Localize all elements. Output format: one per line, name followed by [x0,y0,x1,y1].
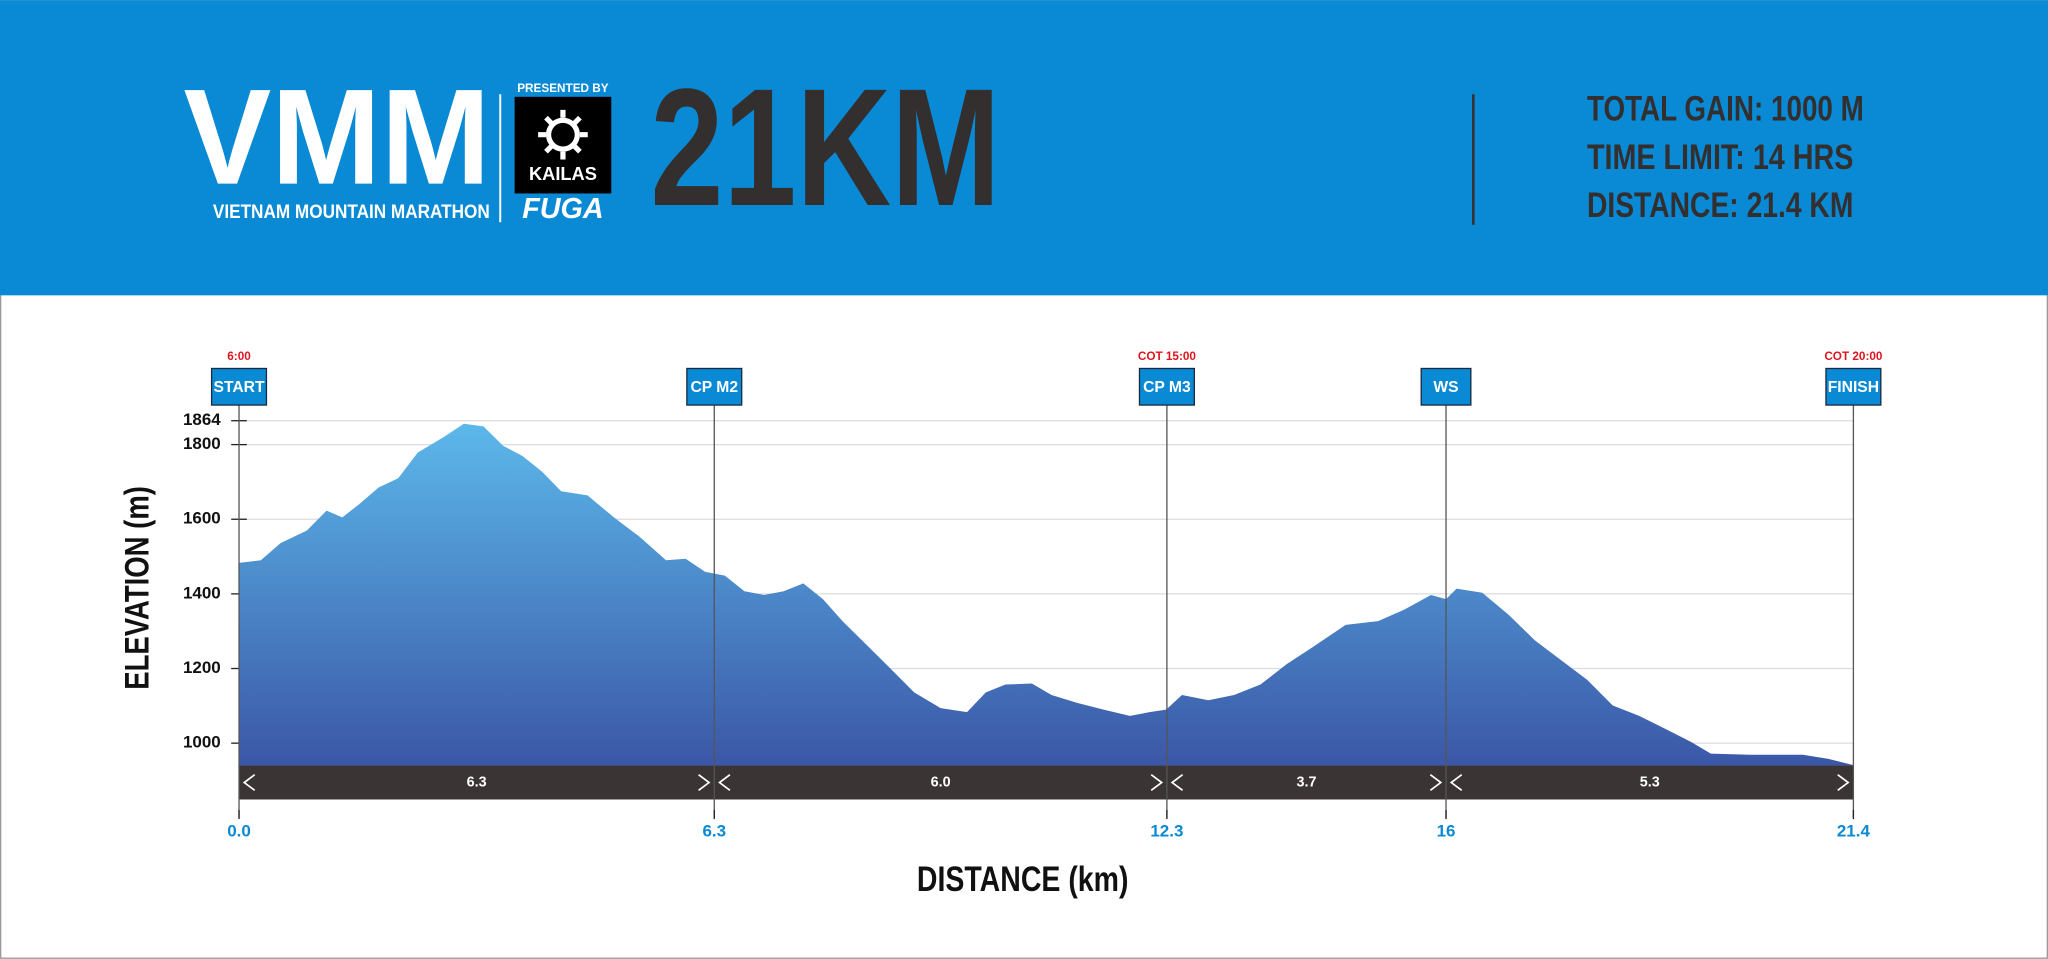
arrow [718,774,731,792]
sponsor-brand: FUGA [522,193,603,225]
arrow [1170,774,1184,792]
y-axis-title: ELEVATION (m) [119,486,157,690]
y-tick-label: 1400 [183,583,221,602]
segment-label: 3.7 [1296,774,1316,790]
stat: DISTANCE: 21.4 KM [1587,186,1853,225]
header-band [0,0,2048,296]
x-tick-label: 21.4 [1837,822,1871,841]
x-axis-title: DISTANCE (km) [917,860,1129,899]
arrow [1837,774,1850,792]
sponsor-icon [538,109,588,160]
cutoff-label: 6:00 [227,350,251,363]
stat: TIME LIMIT: 14 HRS [1587,138,1853,177]
checkpoint-box [686,367,743,406]
checkpoint-label: WS [1433,379,1458,396]
checkpoint-box [1420,367,1472,406]
x-tick-label: 12.3 [1150,822,1183,841]
checkpoint-label: START [214,379,265,396]
race-title: 21KM [650,55,1000,241]
checkpoint-box [1825,367,1882,406]
segment-band [239,765,1854,800]
presented-by: PRESENTED BY [517,82,609,95]
segment-label: 5.3 [1640,774,1660,790]
arrow [242,774,256,792]
x-tick-label: 16 [1437,822,1456,841]
sponsor-name: KAILAS [529,163,597,184]
checkpoint-label: CP M3 [1143,379,1191,396]
stat: TOTAL GAIN: 1000 M [1587,89,1864,128]
y-tick-label: 1800 [183,434,221,453]
arrow [698,774,711,792]
y-tick-label: 1200 [183,658,221,677]
elevation-area [239,423,1854,766]
arrow [1150,774,1164,792]
segment-label: 6.3 [467,774,487,790]
logo-subtitle: VIETNAM MOUNTAIN MARATHON [213,201,490,223]
x-tick-label: 6.3 [702,822,726,841]
y-tick-label: 1864 [183,410,221,429]
checkpoint-box [1138,367,1195,406]
logo: VMM [184,61,491,213]
y-tick-label: 1000 [183,733,221,752]
cutoff-label: COT 15:00 [1138,350,1197,363]
checkpoint-label: CP M2 [690,379,738,396]
x-tick-label: 0.0 [227,822,251,841]
checkpoint-label: FINISH [1828,379,1879,396]
arrow [1449,774,1463,792]
segment-label: 6.0 [931,774,951,790]
cutoff-label: COT 20:00 [1824,350,1883,363]
arrow [1429,774,1443,792]
y-tick-label: 1600 [183,509,221,528]
checkpoint-box [210,367,268,406]
